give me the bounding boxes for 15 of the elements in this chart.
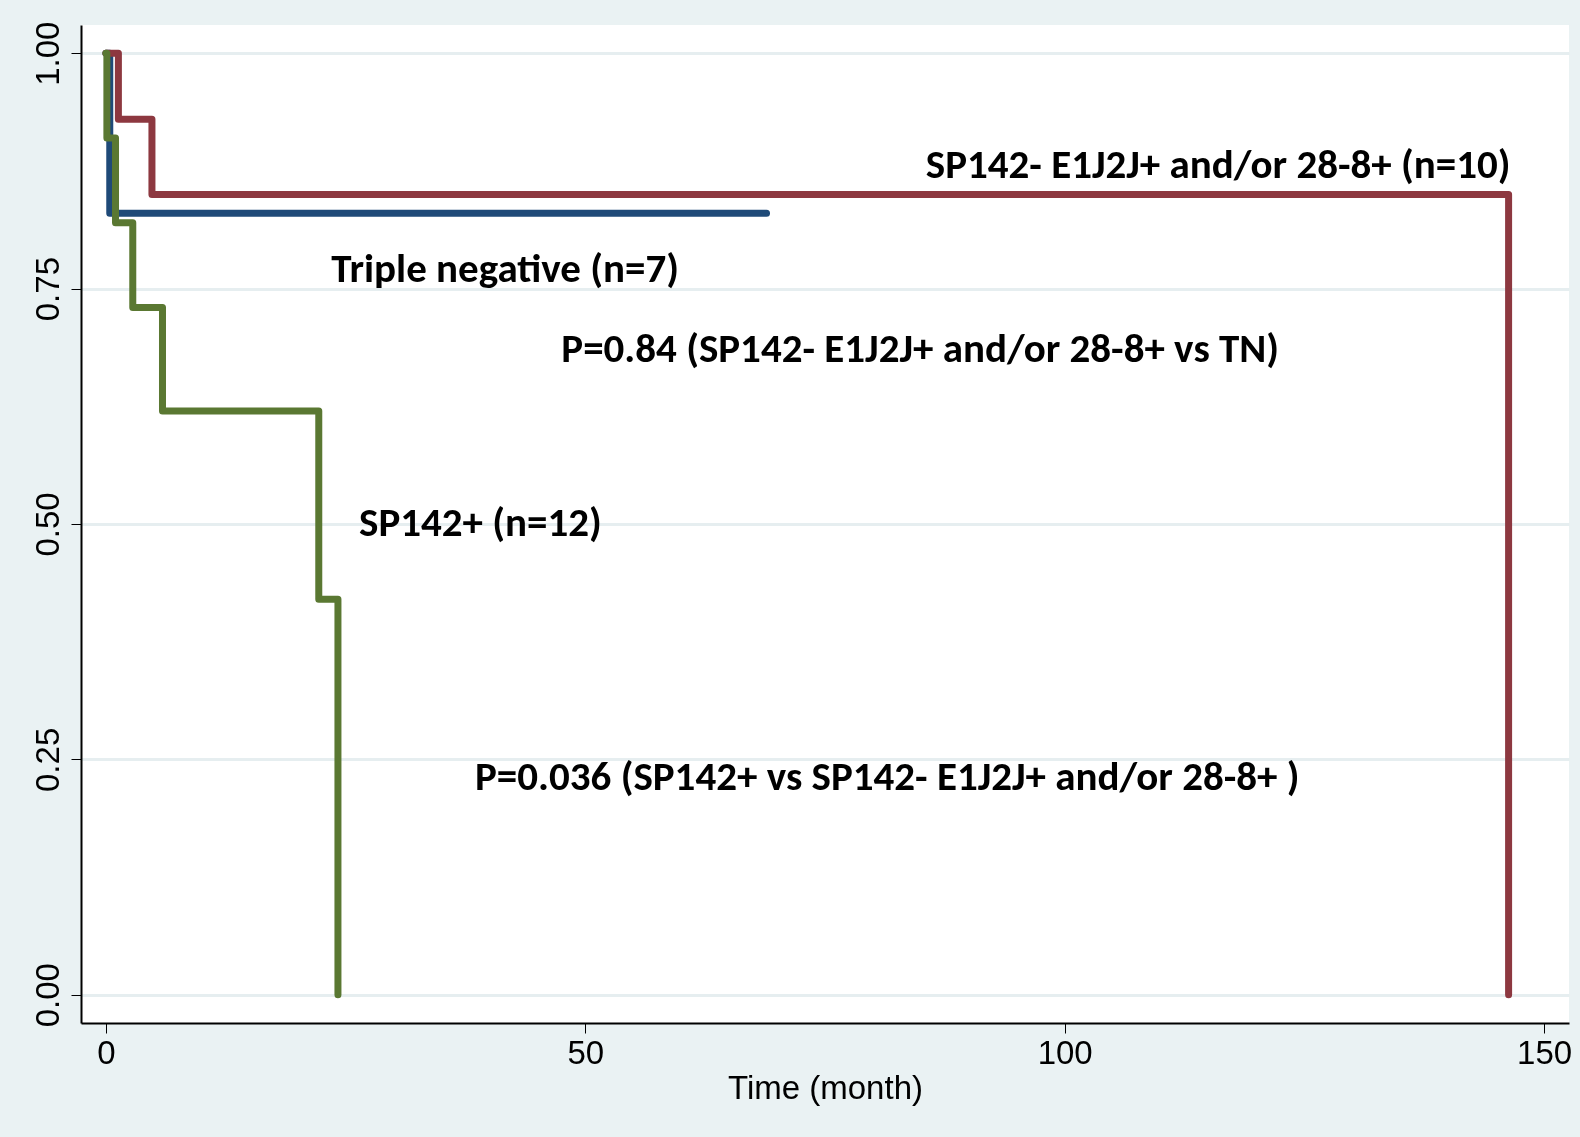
x-axis-title: Time (month) <box>728 1068 923 1106</box>
x-tick-label: 0 <box>97 1033 116 1071</box>
x-tick-label: 150 <box>1517 1033 1573 1071</box>
x-tick-label: 100 <box>1037 1033 1093 1071</box>
y-tick-label: 0.00 <box>28 963 66 1028</box>
y-tick-label: 1.00 <box>28 21 66 86</box>
annotation: P=0.036 (SP142+ vs SP142- E1J2J+ and/or 28-8+ ) <box>475 751 1300 802</box>
y-tick-label: 0.25 <box>28 727 66 792</box>
annotation: P=0.84 (SP142- E1J2J+ and/or 28-8+ vs TN) <box>561 322 1280 373</box>
series-label: SP142- E1J2J+ and/or 28-8+ (n=10) <box>925 139 1511 190</box>
series-label: SP142+ (n=12) <box>359 497 602 547</box>
y-tick-label: 0.75 <box>28 257 66 322</box>
x-tick-label: 50 <box>567 1033 605 1071</box>
series-label: Triple negative (n=7) <box>331 242 679 293</box>
y-tick-label: 0.50 <box>28 492 66 557</box>
